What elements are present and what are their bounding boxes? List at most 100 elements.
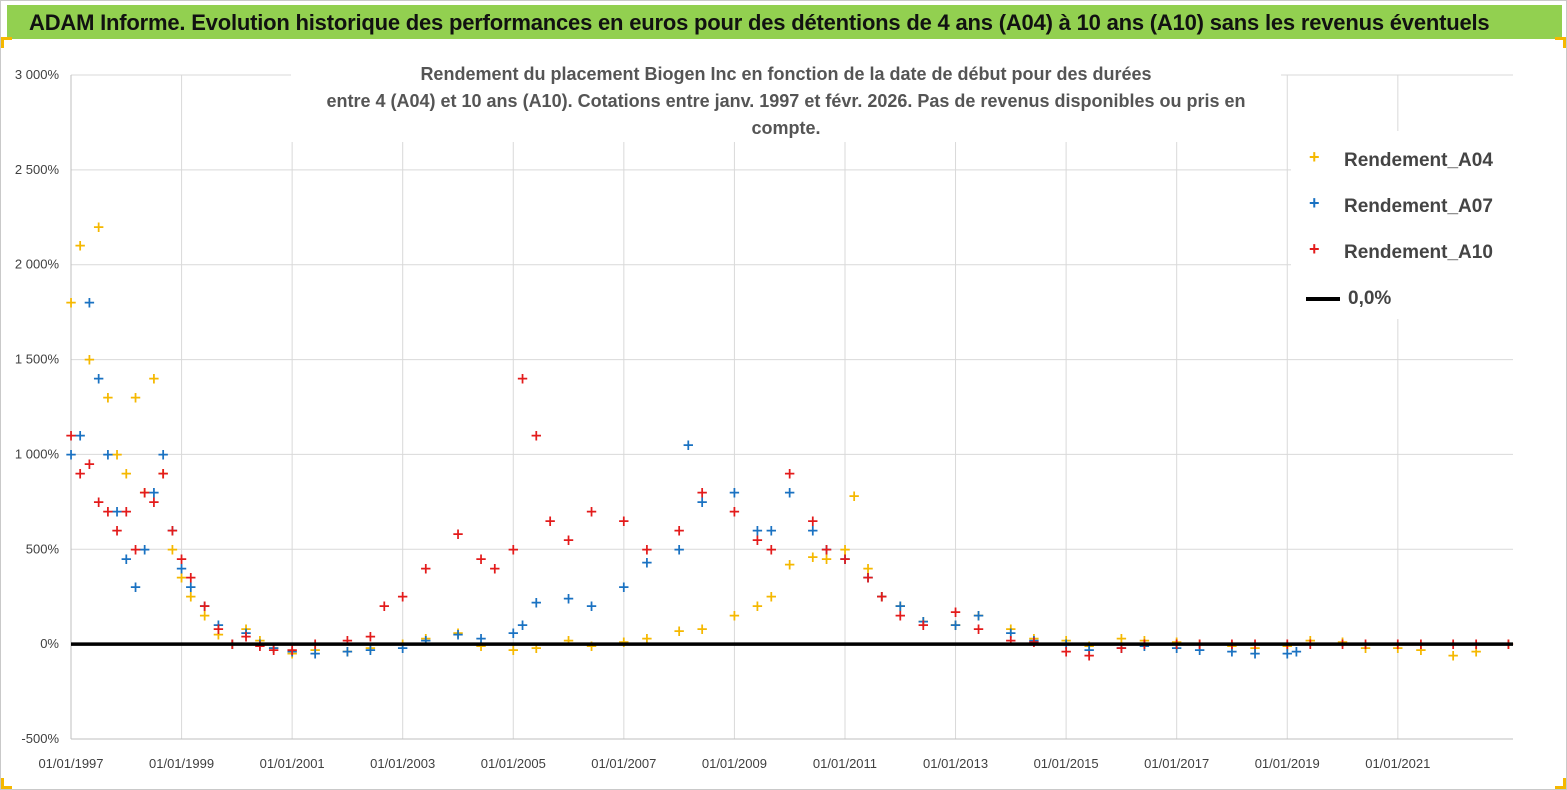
legend-label-zero: 0,0% — [1348, 288, 1392, 309]
data-point: + — [157, 464, 170, 482]
data-point: + — [120, 502, 133, 520]
data-point: + — [212, 626, 225, 644]
data-point: + — [74, 237, 87, 255]
x-tick-label: 01/01/2017 — [1144, 756, 1209, 771]
data-point: + — [839, 540, 852, 558]
data-point: + — [1249, 645, 1262, 663]
data-point: + — [876, 588, 889, 606]
data-point: + — [74, 426, 87, 444]
data-point: + — [198, 607, 211, 625]
data-point: + — [728, 483, 741, 501]
data-point: + — [820, 540, 833, 558]
data-point: + — [102, 502, 115, 520]
data-point: + — [1226, 643, 1239, 661]
data-point: + — [396, 588, 409, 606]
y-tick-label: -500% — [21, 731, 59, 746]
corner-mark-bottom-left — [1, 778, 12, 789]
data-point: + — [148, 483, 161, 501]
data-point: + — [673, 622, 686, 640]
data-point: + — [862, 569, 875, 587]
data-point: + — [1281, 645, 1294, 663]
data-point: + — [157, 464, 170, 482]
data-point: + — [783, 483, 796, 501]
y-tick-label: 1 500% — [15, 352, 60, 367]
data-point: + — [166, 521, 179, 539]
corner-mark-bottom-right — [1555, 778, 1566, 789]
plus-marker-icon: + — [1309, 193, 1320, 213]
data-point: + — [1138, 637, 1151, 655]
data-point: + — [129, 578, 142, 596]
series-Rendement_A10: + + + + + + + + + + + + + + + + + + + + + + + + + + + + + + + + + + + + + + + +… — [65, 370, 1515, 665]
data-point: + — [1005, 620, 1018, 638]
legend-label-a10: Rendement_A10 — [1344, 242, 1493, 263]
banner-title: ADAM Informe. Evolution historique des p… — [29, 10, 1490, 35]
data-point: + — [1115, 639, 1128, 657]
data-point: + — [74, 464, 87, 482]
data-point: + — [240, 620, 253, 638]
data-point: + — [917, 612, 930, 630]
data-point: + — [806, 548, 819, 566]
data-point: + — [1028, 633, 1041, 651]
data-point: + — [917, 612, 930, 630]
legend-item-a10: + Rendement_A10 — [1291, 238, 1516, 268]
chart-title-line-2: entre 4 (A04) et 10 ans (A10). Cotations… — [326, 91, 1246, 138]
data-point: + — [862, 569, 875, 587]
data-point: + — [618, 633, 631, 651]
data-point: + — [111, 502, 124, 520]
data-point: + — [184, 578, 197, 596]
data-point: + — [806, 512, 819, 530]
data-point: + — [585, 597, 598, 615]
data-point: + — [1060, 643, 1073, 661]
data-point: + — [696, 483, 709, 501]
data-point: + — [894, 597, 907, 615]
legend: + Rendement_A04 + Rendement_A07 + Rendem… — [1291, 131, 1516, 319]
y-tick-label: 0% — [40, 636, 59, 651]
legend-label-a04: Rendement_A04 — [1344, 150, 1493, 171]
data-point: + — [530, 593, 543, 611]
data-point: + — [848, 487, 861, 505]
data-point: + — [175, 559, 188, 577]
data-point: + — [175, 569, 188, 587]
corner-mark-top-right — [1555, 37, 1566, 48]
data-point: + — [862, 559, 875, 577]
data-point: + — [83, 294, 96, 312]
data-point: + — [452, 525, 465, 543]
data-point: + — [696, 493, 709, 511]
data-point: + — [92, 370, 105, 388]
data-point: + — [530, 426, 543, 444]
x-tick-label: 01/01/2013 — [923, 756, 988, 771]
data-point: + — [1281, 637, 1294, 655]
legend-label-a07: Rendement_A07 — [1344, 196, 1493, 217]
data-point: + — [286, 645, 299, 663]
data-point: + — [65, 426, 78, 444]
data-point: + — [65, 445, 78, 463]
data-point: + — [820, 540, 833, 558]
data-point: + — [783, 464, 796, 482]
data-point: + — [475, 637, 488, 655]
data-point: + — [1290, 643, 1303, 661]
data-point: + — [765, 521, 778, 539]
data-point: + — [530, 639, 543, 657]
data-point: + — [876, 588, 889, 606]
data-point: + — [618, 578, 631, 596]
data-point: + — [341, 631, 354, 649]
data-point: + — [166, 521, 179, 539]
data-point: + — [166, 540, 179, 558]
data-point: + — [138, 483, 151, 501]
data-point: + — [949, 616, 962, 634]
data-point: + — [585, 637, 598, 655]
data-point: + — [419, 631, 432, 649]
data-point: + — [198, 597, 211, 615]
data-point: + — [175, 550, 188, 568]
data-point: + — [1005, 624, 1018, 642]
data-point: + — [618, 512, 631, 530]
x-tick-label: 01/01/2011 — [813, 756, 877, 771]
data-point: + — [894, 607, 907, 625]
data-point: + — [765, 588, 778, 606]
data-point: + — [972, 620, 985, 638]
data-point: + — [839, 550, 852, 568]
data-point: + — [544, 512, 557, 530]
data-point: + — [682, 436, 695, 454]
data-point: + — [673, 521, 686, 539]
data-point: + — [917, 616, 930, 634]
